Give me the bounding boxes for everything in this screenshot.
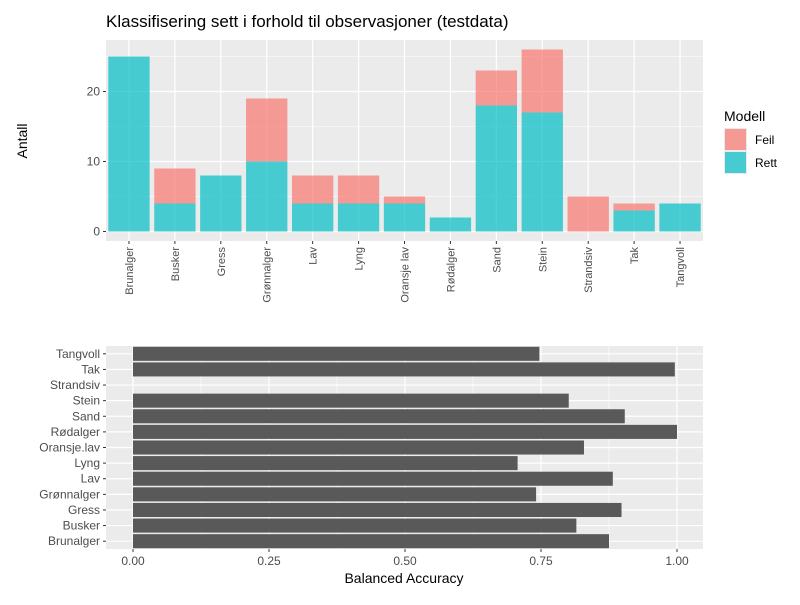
top-x-tick-label: Rødalger	[445, 247, 457, 293]
bar-rett-11	[613, 210, 655, 232]
bottom-y-tick-label: Gress	[68, 503, 100, 517]
top-x-tick-label: Tak	[629, 247, 641, 265]
bottom-x-tick-label: 1.00	[665, 554, 689, 568]
top-x-tick-label: Oransje lav	[400, 247, 412, 303]
bottom-x-axis-label: Balanced Accuracy	[344, 570, 463, 586]
bottom-y-tick-label: Oransje.lav	[39, 441, 100, 455]
top-x-tick-label: Strandsiv	[583, 247, 595, 293]
bar-rett-9	[521, 112, 563, 232]
top-x-tick-label: Gress	[216, 247, 228, 277]
legend-key-rett	[725, 152, 746, 173]
bottom-y-tick-label: Brunalger	[48, 534, 100, 548]
bar-rett-4	[291, 203, 334, 232]
top-x-tick-label: Grønnalger	[262, 247, 274, 303]
bar-rett-2	[200, 175, 242, 232]
top-x-tick-label: Sand	[491, 247, 503, 273]
accuracy-bar-6	[133, 440, 584, 455]
bar-rett-12	[659, 203, 701, 232]
accuracy-bar-3	[133, 487, 537, 502]
accuracy-bar-8	[133, 409, 625, 424]
top-x-tick-label: Tangvoll	[675, 247, 687, 287]
bottom-y-tick-label: Strandsiv	[50, 378, 100, 392]
bottom-x-tick-label: 0.25	[257, 554, 281, 568]
bar-rett-0	[108, 56, 150, 232]
bar-rett-6	[383, 203, 426, 232]
top-x-tick-label: Lyng	[354, 247, 366, 270]
bottom-x-tick-label: 0.50	[393, 554, 417, 568]
top-x-tick-label: Lav	[308, 247, 320, 265]
bottom-x-tick-label: 0.75	[529, 554, 553, 568]
bottom-y-tick-label: Lyng	[74, 456, 100, 470]
bar-feil-8	[475, 70, 518, 106]
bottom-y-tick-label: Lav	[81, 472, 100, 486]
bar-feil-1	[154, 168, 196, 204]
legend-title: Modell	[724, 108, 765, 124]
accuracy-bar-4	[133, 471, 613, 486]
legend-key-feil	[725, 129, 746, 150]
top-y-tick-label: 10	[87, 155, 101, 169]
bottom-y-tick-label: Stein	[73, 394, 100, 408]
bottom-y-tick-label: Sand	[72, 409, 100, 423]
bar-rett-5	[337, 203, 380, 232]
bar-rett-1	[154, 203, 196, 232]
accuracy-bar-5	[133, 456, 518, 471]
bar-feil-4	[291, 175, 334, 204]
top-x-tick-label: Busker	[170, 247, 182, 282]
accuracy-bar-2	[133, 502, 622, 517]
bottom-y-tick-label: Tak	[81, 362, 101, 376]
bar-feil-5	[337, 175, 380, 204]
bar-feil-11	[613, 203, 655, 211]
bar-rett-7	[429, 217, 472, 232]
bottom-y-tick-label: Grønnalger	[39, 487, 100, 501]
accuracy-bar-9	[133, 393, 569, 408]
legend-label-rett: Rett	[755, 156, 778, 170]
bottom-y-tick-label: Tangvoll	[56, 347, 100, 361]
bottom-x-tick-label: 0.00	[121, 554, 145, 568]
accuracy-bar-0	[133, 534, 609, 549]
bar-feil-10	[567, 196, 609, 232]
accuracy-bar-12	[133, 346, 540, 361]
bar-feil-6	[383, 196, 426, 204]
top-x-tick-label: Brunalger	[124, 247, 136, 295]
bar-feil-3	[246, 98, 288, 162]
bar-feil-9	[521, 49, 563, 113]
top-y-tick-label: 0	[93, 225, 100, 239]
legend-label-feil: Feil	[755, 133, 774, 147]
accuracy-bar-11	[133, 362, 675, 377]
chart-title: Klassifisering sett i forhold til observ…	[106, 12, 509, 31]
top-y-axis-label: Antall	[14, 123, 30, 158]
top-y-tick-label: 20	[87, 85, 101, 99]
accuracy-bar-7	[133, 424, 677, 439]
accuracy-bar-1	[133, 518, 577, 533]
bottom-y-tick-label: Rødalger	[51, 425, 100, 439]
top-x-tick-label: Stein	[537, 247, 549, 272]
bar-rett-8	[475, 105, 518, 232]
bar-rett-3	[246, 161, 288, 232]
bottom-y-tick-label: Busker	[63, 519, 100, 533]
